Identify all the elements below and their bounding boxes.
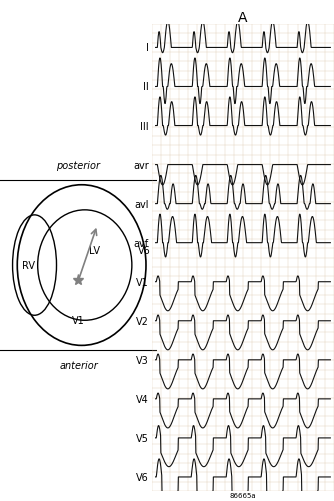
Text: V5: V5 bbox=[136, 433, 149, 443]
Text: anterior: anterior bbox=[59, 361, 98, 371]
Text: V6: V6 bbox=[136, 472, 149, 482]
Text: posterior: posterior bbox=[56, 160, 101, 170]
Text: V1: V1 bbox=[136, 277, 149, 287]
Text: III: III bbox=[140, 121, 149, 131]
Text: RV: RV bbox=[22, 261, 35, 271]
Text: V2: V2 bbox=[136, 316, 149, 326]
Text: V6: V6 bbox=[138, 245, 151, 256]
Text: I: I bbox=[146, 44, 149, 53]
Text: LV: LV bbox=[89, 245, 100, 256]
Text: II: II bbox=[143, 82, 149, 92]
Text: avf: avf bbox=[134, 238, 149, 248]
Text: avl: avl bbox=[134, 199, 149, 209]
Text: V4: V4 bbox=[136, 394, 149, 404]
Text: avr: avr bbox=[133, 160, 149, 170]
Text: V3: V3 bbox=[136, 355, 149, 365]
Text: A: A bbox=[238, 11, 248, 25]
Text: V1: V1 bbox=[72, 316, 85, 326]
Text: 86665a: 86665a bbox=[230, 492, 256, 498]
